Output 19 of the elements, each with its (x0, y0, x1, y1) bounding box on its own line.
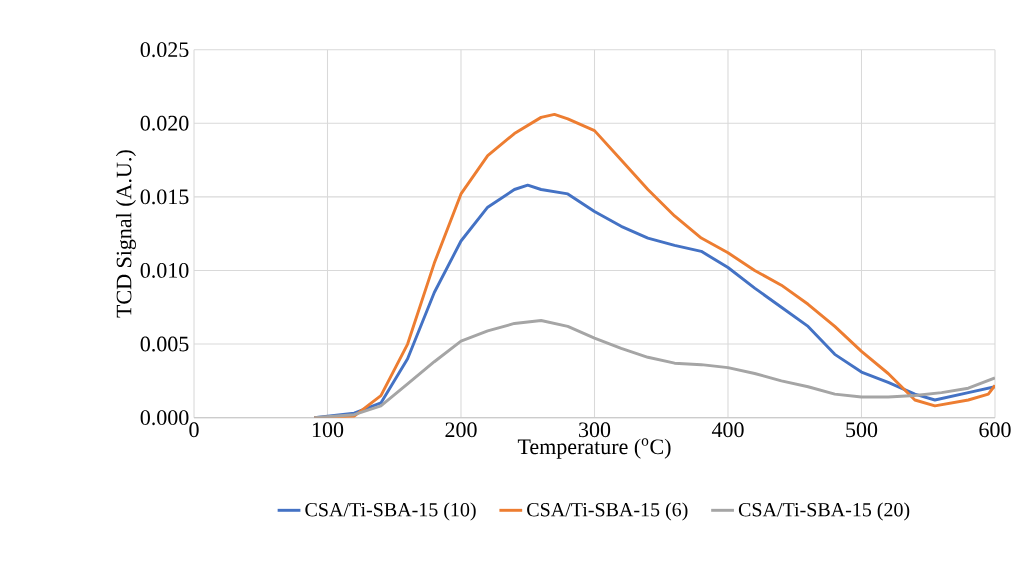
y-tick-label: 0.005 (140, 336, 189, 352)
y-tick-label: 0.015 (140, 189, 189, 205)
legend-label: CSA/Ti-SBA-15 (20) (738, 502, 910, 521)
legend-label: CSA/Ti-SBA-15 (10) (305, 502, 476, 521)
x-tick-label: 500 (846, 422, 878, 438)
x-tick-label: 300 (579, 422, 611, 438)
x-tick-label: 400 (711, 422, 744, 438)
y-tick-label: 0.010 (140, 262, 189, 278)
x-axis-title: Temperature ($^{o}$C) (517, 438, 671, 459)
x-tick-label: 100 (312, 422, 344, 438)
x-tick-label: 600 (979, 422, 1011, 438)
x-tick-label: 0 (189, 422, 199, 438)
y-tick-label: 0.025 (140, 42, 189, 58)
legend-label: CSA/Ti-SBA-15 (6) (527, 502, 688, 521)
y-tick-label: 0.000 (140, 410, 189, 426)
y-tick-label: 0.020 (140, 115, 189, 131)
line-series (312, 319, 995, 418)
x-tick-label: 200 (445, 422, 477, 438)
y-axis-title: TCD Signal (A.U.) (115, 150, 136, 318)
